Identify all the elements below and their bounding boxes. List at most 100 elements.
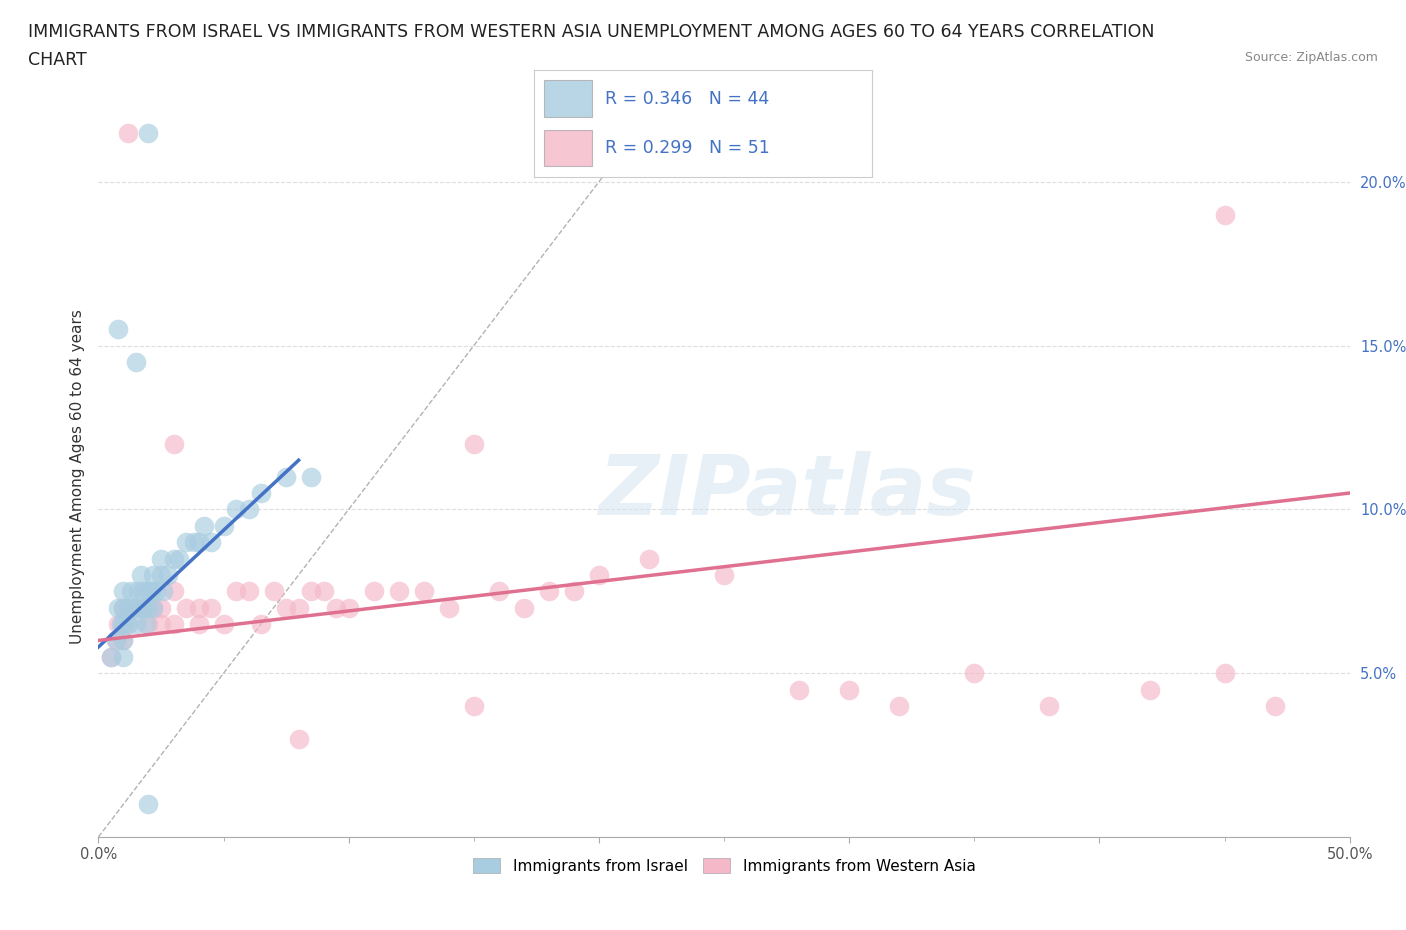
Point [107,322,129,337]
Point [1139,682,1161,697]
Point [142,600,165,615]
Point [112,600,135,615]
Point [838,682,860,697]
Point [537,584,560,599]
Point [162,436,184,451]
Text: CHART: CHART [28,51,87,69]
Point [142,600,165,615]
Point [150,567,173,582]
Point [488,584,510,599]
Point [412,584,434,599]
Point [112,633,135,648]
Point [299,469,322,484]
Point [138,797,160,812]
Point [388,584,411,599]
Point [787,682,810,697]
Point [312,584,335,599]
Point [132,600,155,615]
Point [138,617,160,631]
Point [117,617,139,631]
Point [162,617,184,631]
Point [129,567,152,582]
Point [463,436,485,451]
Y-axis label: Unemployment Among Ages 60 to 64 years: Unemployment Among Ages 60 to 64 years [69,309,84,644]
Point [250,617,273,631]
Point [104,633,127,648]
Point [125,600,148,615]
Text: IMMIGRANTS FROM ISRAEL VS IMMIGRANTS FROM WESTERN ASIA UNEMPLOYMENT AMONG AGES 6: IMMIGRANTS FROM ISRAEL VS IMMIGRANTS FRO… [28,23,1154,41]
Point [132,584,155,599]
Point [174,600,197,615]
Point [150,600,173,615]
Point [112,617,135,631]
Point [174,535,197,550]
Point [250,485,273,500]
Point [132,600,155,615]
Point [588,567,610,582]
Point [225,502,247,517]
Point [299,584,322,599]
Point [100,649,122,664]
Point [120,584,142,599]
Point [112,633,135,648]
Point [193,518,215,533]
Point [150,551,173,566]
Point [150,617,173,631]
Point [889,698,911,713]
Point [263,584,285,599]
Point [100,649,122,664]
Point [117,617,139,631]
Point [162,551,184,566]
Text: R = 0.299   N = 51: R = 0.299 N = 51 [605,139,770,157]
Point [274,600,298,615]
Point [152,584,174,599]
Point [638,551,661,566]
Point [122,600,145,615]
Point [187,617,209,631]
FancyBboxPatch shape [544,81,592,117]
Point [125,600,148,615]
Point [212,617,235,631]
Point [1213,207,1236,222]
Point [274,469,298,484]
Point [363,584,385,599]
Point [325,600,347,615]
Text: ZIPatlas: ZIPatlas [598,450,976,532]
Point [513,600,536,615]
Point [112,600,135,615]
Point [212,518,235,533]
Point [337,600,360,615]
Point [162,584,184,599]
Point [112,649,135,664]
Point [225,584,247,599]
Point [1213,666,1236,681]
Point [110,617,132,631]
Point [138,584,160,599]
Point [157,567,180,582]
Point [187,535,209,550]
Point [125,617,148,631]
Point [139,584,162,599]
FancyBboxPatch shape [544,129,592,166]
Point [287,600,309,615]
Point [104,633,127,648]
Point [167,551,190,566]
Text: Source: ZipAtlas.com: Source: ZipAtlas.com [1244,51,1378,64]
Point [200,600,222,615]
Point [287,731,309,746]
Point [463,698,485,713]
Point [125,354,148,369]
Point [135,617,157,631]
Point [1264,698,1286,713]
Point [1038,698,1060,713]
Point [562,584,585,599]
Point [187,600,209,615]
Point [117,600,139,615]
Point [200,535,222,550]
Point [963,666,986,681]
Text: R = 0.346   N = 44: R = 0.346 N = 44 [605,89,769,108]
Point [138,126,160,140]
Point [238,502,260,517]
Point [112,584,135,599]
Point [127,584,149,599]
